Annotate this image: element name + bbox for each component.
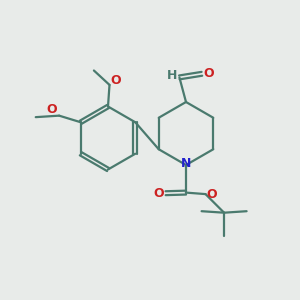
Text: N: N <box>181 157 191 170</box>
Text: H: H <box>167 69 177 82</box>
Text: O: O <box>111 74 122 87</box>
Text: O: O <box>154 187 164 200</box>
Text: O: O <box>203 67 214 80</box>
Text: O: O <box>207 188 218 201</box>
Text: O: O <box>46 103 57 116</box>
